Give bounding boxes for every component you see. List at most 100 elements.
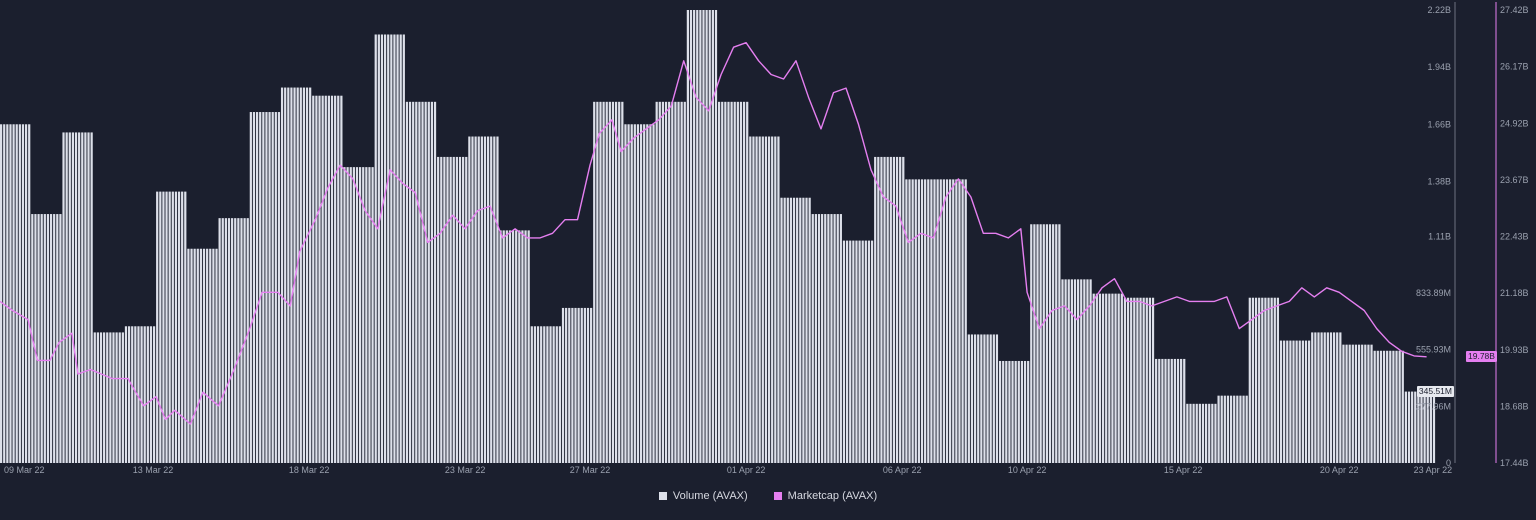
volume-bar-stripe [159, 191, 162, 464]
volume-bar-stripe [811, 214, 814, 463]
volume-bar-stripe [861, 240, 864, 463]
volume-bar-stripe [561, 307, 565, 463]
volume-bar-stripe [93, 332, 96, 463]
volume-bar-stripe [502, 230, 505, 463]
volume-bar-stripe [349, 167, 352, 463]
volume-bar-stripe [1111, 293, 1114, 463]
volume-bar-stripe [1052, 224, 1055, 463]
volume-bar-stripe [680, 101, 683, 463]
volume-bar-stripe [315, 95, 318, 463]
x-axis-tick-label: 27 Mar 22 [570, 465, 611, 475]
volume-bar-stripe [555, 326, 558, 463]
volume-bar-stripe [1242, 395, 1245, 463]
right-axis-tick-label: 22.43B [1500, 232, 1529, 242]
volume-bar-stripe [284, 87, 287, 463]
volume-bar-stripe [215, 248, 218, 463]
volume-bar-stripe [440, 156, 443, 464]
volume-bar [437, 156, 468, 464]
volume-bar-stripe [96, 332, 99, 463]
volume-bar-stripe [268, 112, 271, 463]
volume-bar-stripe [1198, 403, 1201, 463]
volume-bar-stripe [1414, 391, 1417, 463]
volume-bar-stripe [1083, 279, 1086, 463]
legend-item-volume[interactable]: Volume (AVAX) [658, 490, 748, 502]
volume-bar-stripe [808, 197, 811, 464]
volume-bar [998, 360, 1030, 463]
volume-bar-stripe [462, 156, 465, 464]
volume-bar-stripe [118, 332, 121, 463]
volume-bar-stripe [181, 191, 184, 464]
volume-bar-stripe [552, 326, 555, 463]
volume-bar-stripe [583, 307, 586, 463]
volume-bar-stripe [577, 307, 580, 463]
volume-bar-stripe [1136, 297, 1139, 463]
volume-bar-stripe [1064, 279, 1067, 463]
volume-bar-stripe [1301, 340, 1304, 463]
volume-bar-stripe [627, 124, 630, 464]
volume-bar-stripe [1067, 279, 1070, 463]
volume-bar-stripe [37, 214, 40, 463]
legend-item-marketcap[interactable]: Marketcap (AVAX) [773, 490, 877, 502]
volume-bar-stripe [1158, 358, 1161, 463]
volume-bar-stripe [187, 248, 190, 463]
volume-bar-stripe [677, 101, 680, 463]
volume-bar-stripe [1214, 403, 1217, 463]
volume-bar-stripe [786, 197, 789, 464]
volume-bar-stripe [702, 10, 705, 463]
volume-bar-stripe [1164, 358, 1167, 463]
volume-bar-stripe [1279, 340, 1283, 463]
volume-bar-stripe [1332, 332, 1336, 463]
volume-bar-stripe [530, 326, 533, 463]
volume-bar-stripe [739, 101, 743, 463]
volume-bar-stripe [1108, 293, 1111, 463]
volume-bar-stripe [689, 10, 693, 463]
volume-bar-stripe [68, 132, 71, 463]
volume-bar-stripe [833, 214, 836, 463]
volume-bar-stripe [1382, 350, 1386, 463]
volume-bar-stripe [206, 248, 209, 463]
volume-bar-stripe [580, 307, 583, 463]
volume-bar [718, 101, 749, 463]
volume-bar-stripe [483, 136, 487, 463]
volume-bar [249, 112, 281, 463]
volume-bar-stripe [899, 156, 902, 464]
volume-bar [593, 101, 624, 463]
volume-bar-stripe [330, 95, 334, 463]
volume-bar-stripe [568, 307, 571, 463]
volume-bar-stripe [137, 326, 140, 463]
volume-bar-stripe [1183, 358, 1186, 463]
volume-bar-stripe [146, 326, 149, 463]
volume-bar-stripe [917, 179, 921, 464]
volume-bar-stripe [324, 95, 327, 463]
volume-bar-stripe [1370, 344, 1373, 463]
volume-bar-stripe [433, 101, 437, 463]
volume-bar-stripe [1167, 358, 1170, 463]
volume-bar-stripe [84, 132, 87, 463]
volume-bar-stripe [1130, 297, 1133, 463]
volume-bar-stripe [805, 197, 808, 464]
volume-bar-stripe [1020, 360, 1024, 463]
axes: 2.22B 1.94B 1.66B 1.38B 1.11B 833.89M 555.93M 2… [4, 2, 1529, 475]
volume-bar-stripe [1354, 344, 1358, 463]
volume-bar-stripe [1323, 332, 1326, 463]
volume-bar-stripe [1208, 403, 1211, 463]
volume-bar-stripe [124, 326, 128, 463]
right-axis-tick-label: 23.67B [1500, 175, 1529, 185]
volume-bar-stripe [496, 136, 499, 463]
volume-bar-stripe [418, 101, 421, 463]
volume-bar-stripe [455, 156, 458, 464]
volume-bar-stripe [933, 179, 936, 464]
volume-bar-stripe [402, 34, 405, 464]
volume-bar-stripe [1267, 297, 1270, 463]
volume-bar-stripe [777, 136, 780, 463]
volume-bar-stripe [390, 34, 393, 464]
volume-bar-stripe [1429, 391, 1432, 463]
volume-bar-stripe [867, 240, 871, 463]
left-axis-tick-label: 555.93M [1416, 345, 1451, 355]
volume-bar-stripe [1401, 350, 1404, 463]
volume-bar-stripe [277, 112, 281, 463]
volume-bar-stripe [340, 95, 343, 463]
volume-bar-stripe [218, 218, 221, 463]
volume-bar-stripe [24, 124, 28, 464]
volume-bar-stripe [368, 167, 371, 463]
